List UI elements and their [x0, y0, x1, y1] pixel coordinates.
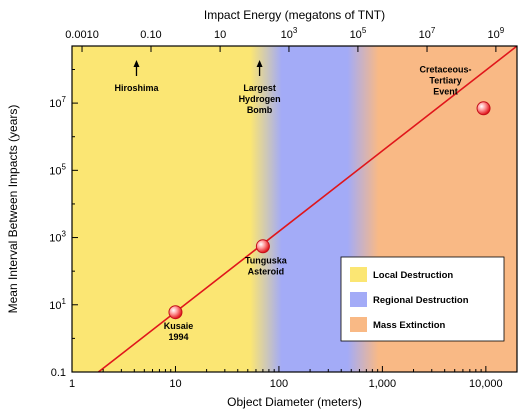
top-tick-label-2: 10: [214, 29, 226, 41]
legend-swatch-1: [350, 292, 367, 307]
legend-swatch-2: [350, 317, 367, 332]
y-tick-label-3: 105: [49, 162, 66, 177]
y-tick-label-4: 107: [49, 95, 66, 110]
event-arrowhead-1: [256, 60, 263, 67]
x-axis-title: Object Diameter (meters): [227, 395, 362, 409]
y-axis-title: Mean Interval Between Impacts (years): [6, 105, 20, 314]
x-tick-label-2: 100: [270, 378, 288, 390]
x-tick-label-3: 1,000: [369, 378, 397, 390]
top-tick-label-4: 105: [350, 26, 367, 41]
top-tick-label-0: 0.0010: [65, 29, 99, 41]
event-label-0: Hiroshima: [114, 83, 159, 93]
legend-swatch-0: [350, 267, 367, 282]
trend-line-0: [97, 46, 517, 372]
x-tick-label-1: 10: [169, 378, 181, 390]
x-tick-label-4: 10,000: [469, 378, 503, 390]
plot-frame: [71, 45, 518, 373]
legend-box: [340, 256, 505, 342]
impact-point-label-0: Kusaie 1994: [164, 321, 194, 342]
impact-point-1: [255, 239, 270, 254]
x-tick-label-0: 1: [69, 378, 75, 390]
top-tick-label-5: 107: [419, 26, 436, 41]
y-tick-label-1: 101: [49, 297, 66, 312]
event-label-1: Largest Hydrogen Bomb: [239, 83, 281, 115]
legend-label-2: Mass Extinction: [373, 320, 446, 331]
y-tick-label-0: 0.1: [51, 367, 66, 379]
top-tick-label-3: 103: [281, 26, 298, 41]
legend-label-1: Regional Destruction: [373, 295, 469, 306]
impact-point-2: [476, 101, 491, 116]
top-axis-title: Impact Energy (megatons of TNT): [204, 8, 385, 22]
legend-label-0: Local Destruction: [373, 270, 453, 281]
impact-point-0: [168, 305, 183, 320]
event-arrowhead-0: [133, 60, 140, 67]
top-tick-label-1: 0.10: [140, 29, 161, 41]
impact-point-label-1: Tunguska Asteroid: [245, 255, 288, 276]
top-tick-label-6: 109: [488, 26, 505, 41]
y-tick-label-2: 103: [49, 230, 66, 245]
impact-point-label-2: Cretaceous-Tertiary Event: [420, 64, 472, 96]
